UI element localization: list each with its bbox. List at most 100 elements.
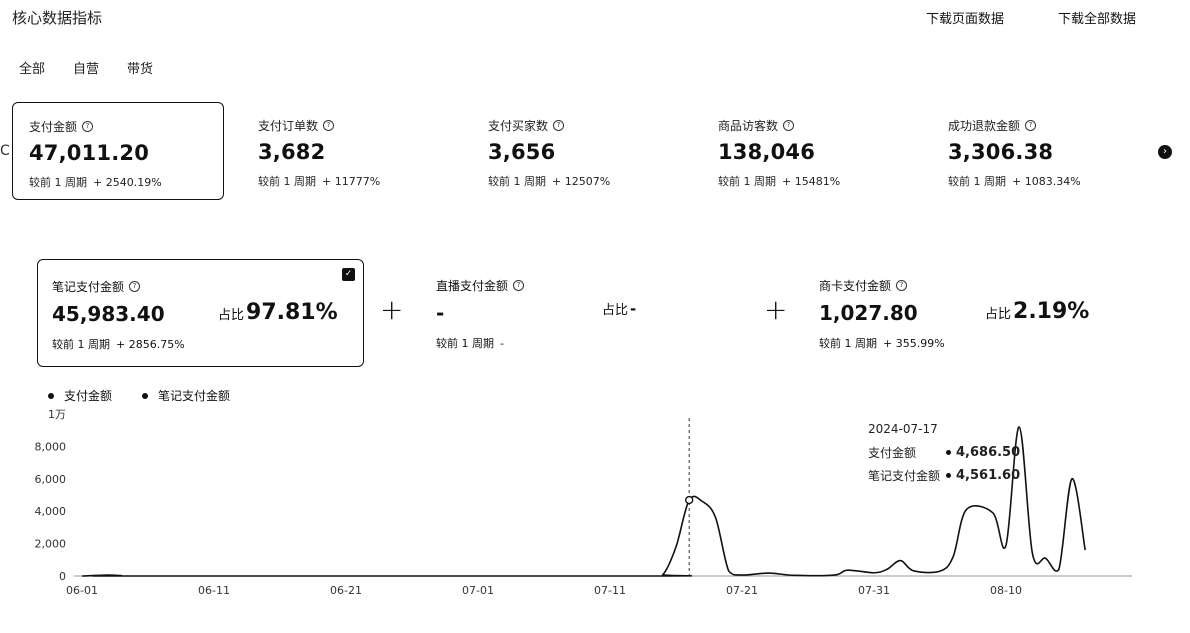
y-tick-label: 0 — [59, 570, 66, 583]
metric-label: 支付买家数 — [488, 119, 549, 133]
metric-card-payment-amount[interactable]: 支付金额? 47,011.20 较前 1 周期 + 2540.19% — [12, 102, 224, 200]
legend-label: 笔记支付金额 — [158, 389, 231, 403]
x-tick-label: 06-11 — [198, 584, 230, 597]
tab-all[interactable]: 全部 — [19, 62, 46, 77]
split-card-note-payment[interactable]: 笔记支付金额? 45,983.40 占比97.81% 较前 1 周期 + 2856… — [37, 259, 364, 367]
metric-card-visitor-count[interactable]: 商品访客数? 138,046 较前 1 周期 + 15481% — [702, 102, 914, 200]
share-label: 占比 — [985, 307, 1012, 322]
share-label: 占比 — [218, 308, 245, 323]
share-value: 2.19% — [1013, 299, 1090, 324]
compare-value: + 1083.34% — [1012, 175, 1081, 188]
metric-label: 成功退款金额 — [948, 119, 1021, 133]
compare-label: 较前 1 周期 — [436, 337, 494, 350]
x-tick-label: 07-21 — [726, 584, 758, 597]
channel-tabs: 全部 自营 带货 — [19, 58, 153, 77]
metric-label: 支付金额 — [29, 120, 78, 134]
legend-dot-icon — [48, 392, 54, 399]
series-line — [81, 426, 1086, 577]
split-card-product-card-payment[interactable]: 商卡支付金额? 1,027.80 占比2.19% 较前 1 周期 + 355.99… — [805, 259, 1135, 367]
y-tick-label: 4,000 — [35, 505, 67, 518]
tab-self-operated[interactable]: 自营 — [73, 62, 100, 77]
x-tick-label: 06-21 — [330, 584, 362, 597]
legend-item-payment-amount[interactable]: 支付金额 — [48, 387, 112, 404]
metric-card-refund-amount[interactable]: 成功退款金额? 3,306.38 较前 1 周期 + 1083.34% — [932, 102, 1144, 200]
compare-value: - — [500, 337, 504, 350]
x-tick-label: 08-10 — [990, 584, 1022, 597]
y-tick-label: 2,000 — [35, 538, 67, 551]
tab-affiliate[interactable]: 带货 — [127, 62, 154, 77]
y-tick-label: 6,000 — [35, 473, 67, 486]
chart-tooltip: 2024-07-17 支付金额 4,686.50 笔记支付金额 4,561.60 — [868, 422, 1020, 490]
legend-label: 支付金额 — [64, 389, 113, 403]
tooltip-row: 笔记支付金额 4,561.60 — [868, 467, 1020, 484]
split-value: - — [436, 301, 445, 325]
compare-label: 较前 1 周期 — [488, 175, 546, 188]
plus-icon: + — [380, 293, 404, 326]
compare-label: 较前 1 周期 — [52, 338, 110, 351]
share-value: - — [630, 300, 637, 318]
help-icon[interactable]: ? — [783, 120, 795, 131]
metric-value: 47,011.20 — [29, 141, 150, 165]
metric-value: 3,682 — [258, 140, 326, 164]
split-value: 45,983.40 — [52, 302, 165, 326]
compare-label: 较前 1 周期 — [718, 175, 776, 188]
prev-edge-glyph[interactable]: C — [0, 143, 10, 159]
help-icon[interactable]: ? — [82, 121, 94, 132]
split-card-live-payment[interactable]: 直播支付金额? - 占比 - 较前 1 周期 - — [422, 259, 752, 367]
metric-label: 商品访客数 — [718, 119, 779, 133]
x-tick-label: 06-01 — [66, 584, 98, 597]
legend-item-note-payment-amount[interactable]: 笔记支付金额 — [142, 387, 230, 404]
metric-card-order-count[interactable]: 支付订单数? 3,682 较前 1 周期 + 11777% — [242, 102, 454, 200]
compare-label: 较前 1 周期 — [819, 337, 877, 350]
metric-value: 3,306.38 — [948, 140, 1054, 164]
compare-label: 较前 1 周期 — [948, 175, 1006, 188]
tooltip-row: 支付金额 4,686.50 — [868, 444, 1020, 461]
tooltip-series-name: 支付金额 — [868, 446, 917, 460]
checkbox-checked-icon[interactable]: ✓ — [342, 268, 355, 281]
metric-label: 支付订单数 — [258, 119, 319, 133]
metric-value: 3,656 — [488, 140, 556, 164]
compare-value: + 2540.19% — [93, 176, 162, 189]
tooltip-series-value: 4,561.60 — [956, 468, 1021, 483]
metric-card-buyer-count[interactable]: 支付买家数? 3,656 较前 1 周期 + 12507% — [472, 102, 684, 200]
page-title: 核心数据指标 — [12, 9, 103, 27]
tooltip-dot-icon — [946, 450, 951, 455]
compare-label: 较前 1 周期 — [29, 176, 87, 189]
share-value: 97.81% — [246, 300, 338, 325]
compare-label: 较前 1 周期 — [258, 175, 316, 188]
compare-value: + 2856.75% — [116, 338, 185, 351]
hover-point-marker — [685, 495, 694, 505]
chart-legend: 支付金额 笔记支付金额 — [48, 387, 230, 404]
download-page-data-button[interactable]: 下载页面数据 — [926, 12, 1005, 27]
split-label: 笔记支付金额 — [52, 280, 125, 294]
help-icon[interactable]: ? — [896, 280, 908, 291]
y-tick-label: 8,000 — [35, 440, 67, 453]
legend-dot-icon — [142, 392, 149, 399]
split-label: 商卡支付金额 — [819, 279, 892, 293]
split-label: 直播支付金额 — [436, 279, 509, 293]
x-tick-label: 07-01 — [462, 584, 494, 597]
help-icon[interactable]: ? — [513, 280, 525, 291]
share-label: 占比 — [602, 303, 629, 318]
y-tick-label: 1万 — [48, 408, 66, 421]
compare-value: + 11777% — [322, 175, 381, 188]
download-all-data-button[interactable]: 下载全部数据 — [1058, 12, 1137, 27]
tooltip-date: 2024-07-17 — [868, 422, 938, 436]
help-icon[interactable]: ? — [129, 281, 141, 292]
help-icon[interactable]: ? — [323, 120, 335, 131]
compare-value: + 12507% — [552, 175, 611, 188]
x-tick-label: 07-31 — [858, 584, 890, 597]
help-icon[interactable]: ? — [1025, 120, 1037, 131]
tooltip-series-value: 4,686.50 — [956, 445, 1021, 460]
split-value: 1,027.80 — [819, 301, 918, 325]
trend-chart[interactable]: 0 2,000 4,000 6,000 8,000 1万 06-01 06-11 06-21 07… — [0, 400, 1190, 610]
chevron-right-circle-icon[interactable]: › — [1158, 145, 1172, 159]
tooltip-dot-icon — [946, 473, 951, 478]
compare-value: + 355.99% — [883, 337, 945, 350]
compare-value: + 15481% — [782, 175, 841, 188]
help-icon[interactable]: ? — [553, 120, 565, 131]
x-tick-label: 07-11 — [594, 584, 626, 597]
metric-value: 138,046 — [718, 140, 816, 164]
plus-icon: + — [764, 293, 788, 326]
tooltip-series-name: 笔记支付金额 — [868, 469, 941, 483]
